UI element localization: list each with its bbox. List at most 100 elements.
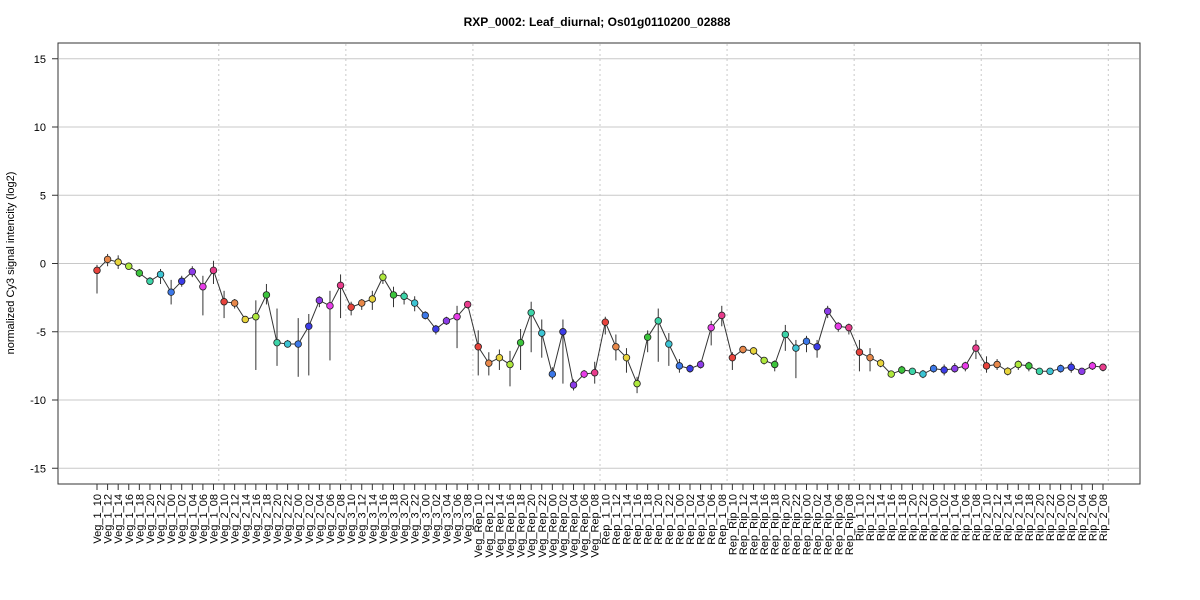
x-tick-label: Veg_1_14 bbox=[113, 494, 125, 544]
data-point bbox=[241, 315, 249, 324]
x-tick-label: Veg_2_20 bbox=[272, 494, 284, 544]
data-point bbox=[855, 348, 864, 356]
data-point bbox=[347, 303, 355, 311]
x-tick-label: Rip_2_20 bbox=[1034, 494, 1046, 541]
x-tick-label: Veg_3_10 bbox=[346, 494, 358, 544]
x-tick-label: Veg_Rep_14 bbox=[494, 494, 506, 558]
x-tick-label: Veg_3_20 bbox=[399, 494, 411, 544]
data-point bbox=[898, 366, 906, 374]
data-points bbox=[93, 255, 1107, 389]
data-point bbox=[453, 313, 461, 321]
data-point bbox=[718, 311, 726, 320]
x-tick-label: Rep_Rip_14 bbox=[749, 494, 761, 555]
data-point bbox=[739, 345, 747, 354]
data-point bbox=[633, 379, 641, 388]
x-tick-label: Veg_Rep_12 bbox=[484, 494, 496, 558]
x-tick-label: Rep_Rip_02 bbox=[812, 494, 824, 555]
x-tick-label: Veg_Rep_10 bbox=[473, 494, 485, 558]
x-tick-label: Rip_2_14 bbox=[1003, 494, 1015, 541]
x-tick-label: Veg_Rep_16 bbox=[505, 494, 517, 558]
data-point bbox=[400, 292, 408, 300]
x-tick-label: Rep_Rip_00 bbox=[801, 494, 813, 555]
data-point bbox=[1014, 360, 1022, 369]
data-point bbox=[845, 323, 853, 332]
data-point bbox=[686, 364, 694, 373]
x-tick-label: Rip_1_14 bbox=[876, 494, 888, 541]
y-tick-label: 10 bbox=[34, 122, 46, 134]
data-point bbox=[1088, 362, 1097, 370]
x-tick-label: Veg_2_06 bbox=[325, 494, 337, 544]
x-tick-label: Rep_1_20 bbox=[653, 494, 665, 545]
data-point bbox=[908, 367, 917, 376]
y-tick-label: 5 bbox=[40, 190, 46, 202]
data-point bbox=[527, 308, 535, 317]
x-tick-label: Rip_1_10 bbox=[854, 494, 866, 541]
x-tick-label: Rip_1_04 bbox=[950, 494, 962, 541]
x-tick-label: Rip_2_16 bbox=[1013, 494, 1025, 541]
x-tick-label: Veg_Rep_22 bbox=[537, 494, 549, 558]
x-tick-label: Veg_2_16 bbox=[251, 494, 263, 544]
data-point bbox=[823, 307, 832, 315]
data-point bbox=[834, 322, 842, 330]
data-point bbox=[982, 362, 991, 370]
x-tick-label: Veg_3_08 bbox=[463, 494, 475, 544]
x-tick-label: Veg_1_20 bbox=[145, 494, 157, 544]
data-point bbox=[548, 370, 557, 378]
x-tick-label: Rep_Rip_04 bbox=[823, 494, 835, 555]
x-tick-label: Veg_Rep_06 bbox=[579, 494, 591, 558]
data-point bbox=[665, 340, 673, 348]
data-point bbox=[601, 318, 609, 326]
data-point bbox=[919, 370, 927, 378]
x-tick-label: Veg_Rep_20 bbox=[526, 494, 538, 558]
x-tick-label: Rep_Rip_08 bbox=[844, 494, 856, 555]
x-tick-label: Rep_Rip_06 bbox=[833, 494, 845, 555]
data-point bbox=[273, 338, 281, 347]
x-tick-label: Rip_2_04 bbox=[1077, 494, 1089, 541]
data-point bbox=[432, 325, 440, 333]
data-point bbox=[1035, 367, 1044, 376]
x-tick-label: Veg_1_16 bbox=[124, 494, 136, 544]
x-tick-label: Rep_1_08 bbox=[717, 494, 729, 545]
data-point bbox=[940, 366, 948, 374]
data-point bbox=[972, 344, 980, 352]
data-point bbox=[178, 277, 186, 285]
x-tick-label: Rip_1_22 bbox=[918, 494, 930, 541]
data-point bbox=[485, 359, 493, 367]
data-point bbox=[707, 323, 715, 332]
data-point bbox=[781, 330, 790, 339]
data-point bbox=[1067, 363, 1075, 371]
data-point bbox=[421, 311, 429, 320]
x-tick-label: Rip_1_08 bbox=[971, 494, 983, 541]
data-point bbox=[315, 296, 324, 305]
x-tick-label: Rip_1_12 bbox=[865, 494, 877, 541]
data-point bbox=[336, 281, 345, 290]
data-point bbox=[951, 364, 959, 373]
chart-title: RXP_0002: Leaf_diurnal; Os01g0110200_028… bbox=[464, 15, 731, 29]
x-tick-label: Rep_1_12 bbox=[611, 494, 623, 545]
data-point bbox=[506, 360, 514, 369]
x-tick-label: Rep_1_14 bbox=[621, 494, 633, 545]
y-tick-label: -15 bbox=[30, 463, 46, 475]
data-point bbox=[1003, 367, 1012, 376]
x-tick-label: Veg_1_22 bbox=[156, 494, 168, 544]
x-tick-label: Veg_3_14 bbox=[367, 494, 379, 544]
data-point bbox=[792, 344, 800, 352]
x-tick-label: Veg_1_08 bbox=[208, 494, 220, 544]
data-point bbox=[771, 360, 779, 369]
data-point bbox=[559, 328, 567, 336]
data-point bbox=[125, 262, 133, 270]
data-point bbox=[622, 353, 631, 362]
x-tick-label: Rip_1_20 bbox=[907, 494, 919, 541]
x-tick-label: Veg_1_06 bbox=[198, 494, 210, 544]
data-point bbox=[326, 302, 334, 310]
x-tick-label: Rip_1_16 bbox=[886, 494, 898, 541]
data-point bbox=[442, 317, 451, 325]
x-tick-label: Rip_1_00 bbox=[929, 494, 941, 541]
data-point bbox=[495, 353, 504, 362]
data-point bbox=[580, 370, 588, 378]
data-point bbox=[199, 283, 207, 291]
y-tick-label: -10 bbox=[30, 395, 46, 407]
x-tick-label: Veg_1_12 bbox=[103, 494, 115, 544]
data-point bbox=[654, 317, 662, 325]
